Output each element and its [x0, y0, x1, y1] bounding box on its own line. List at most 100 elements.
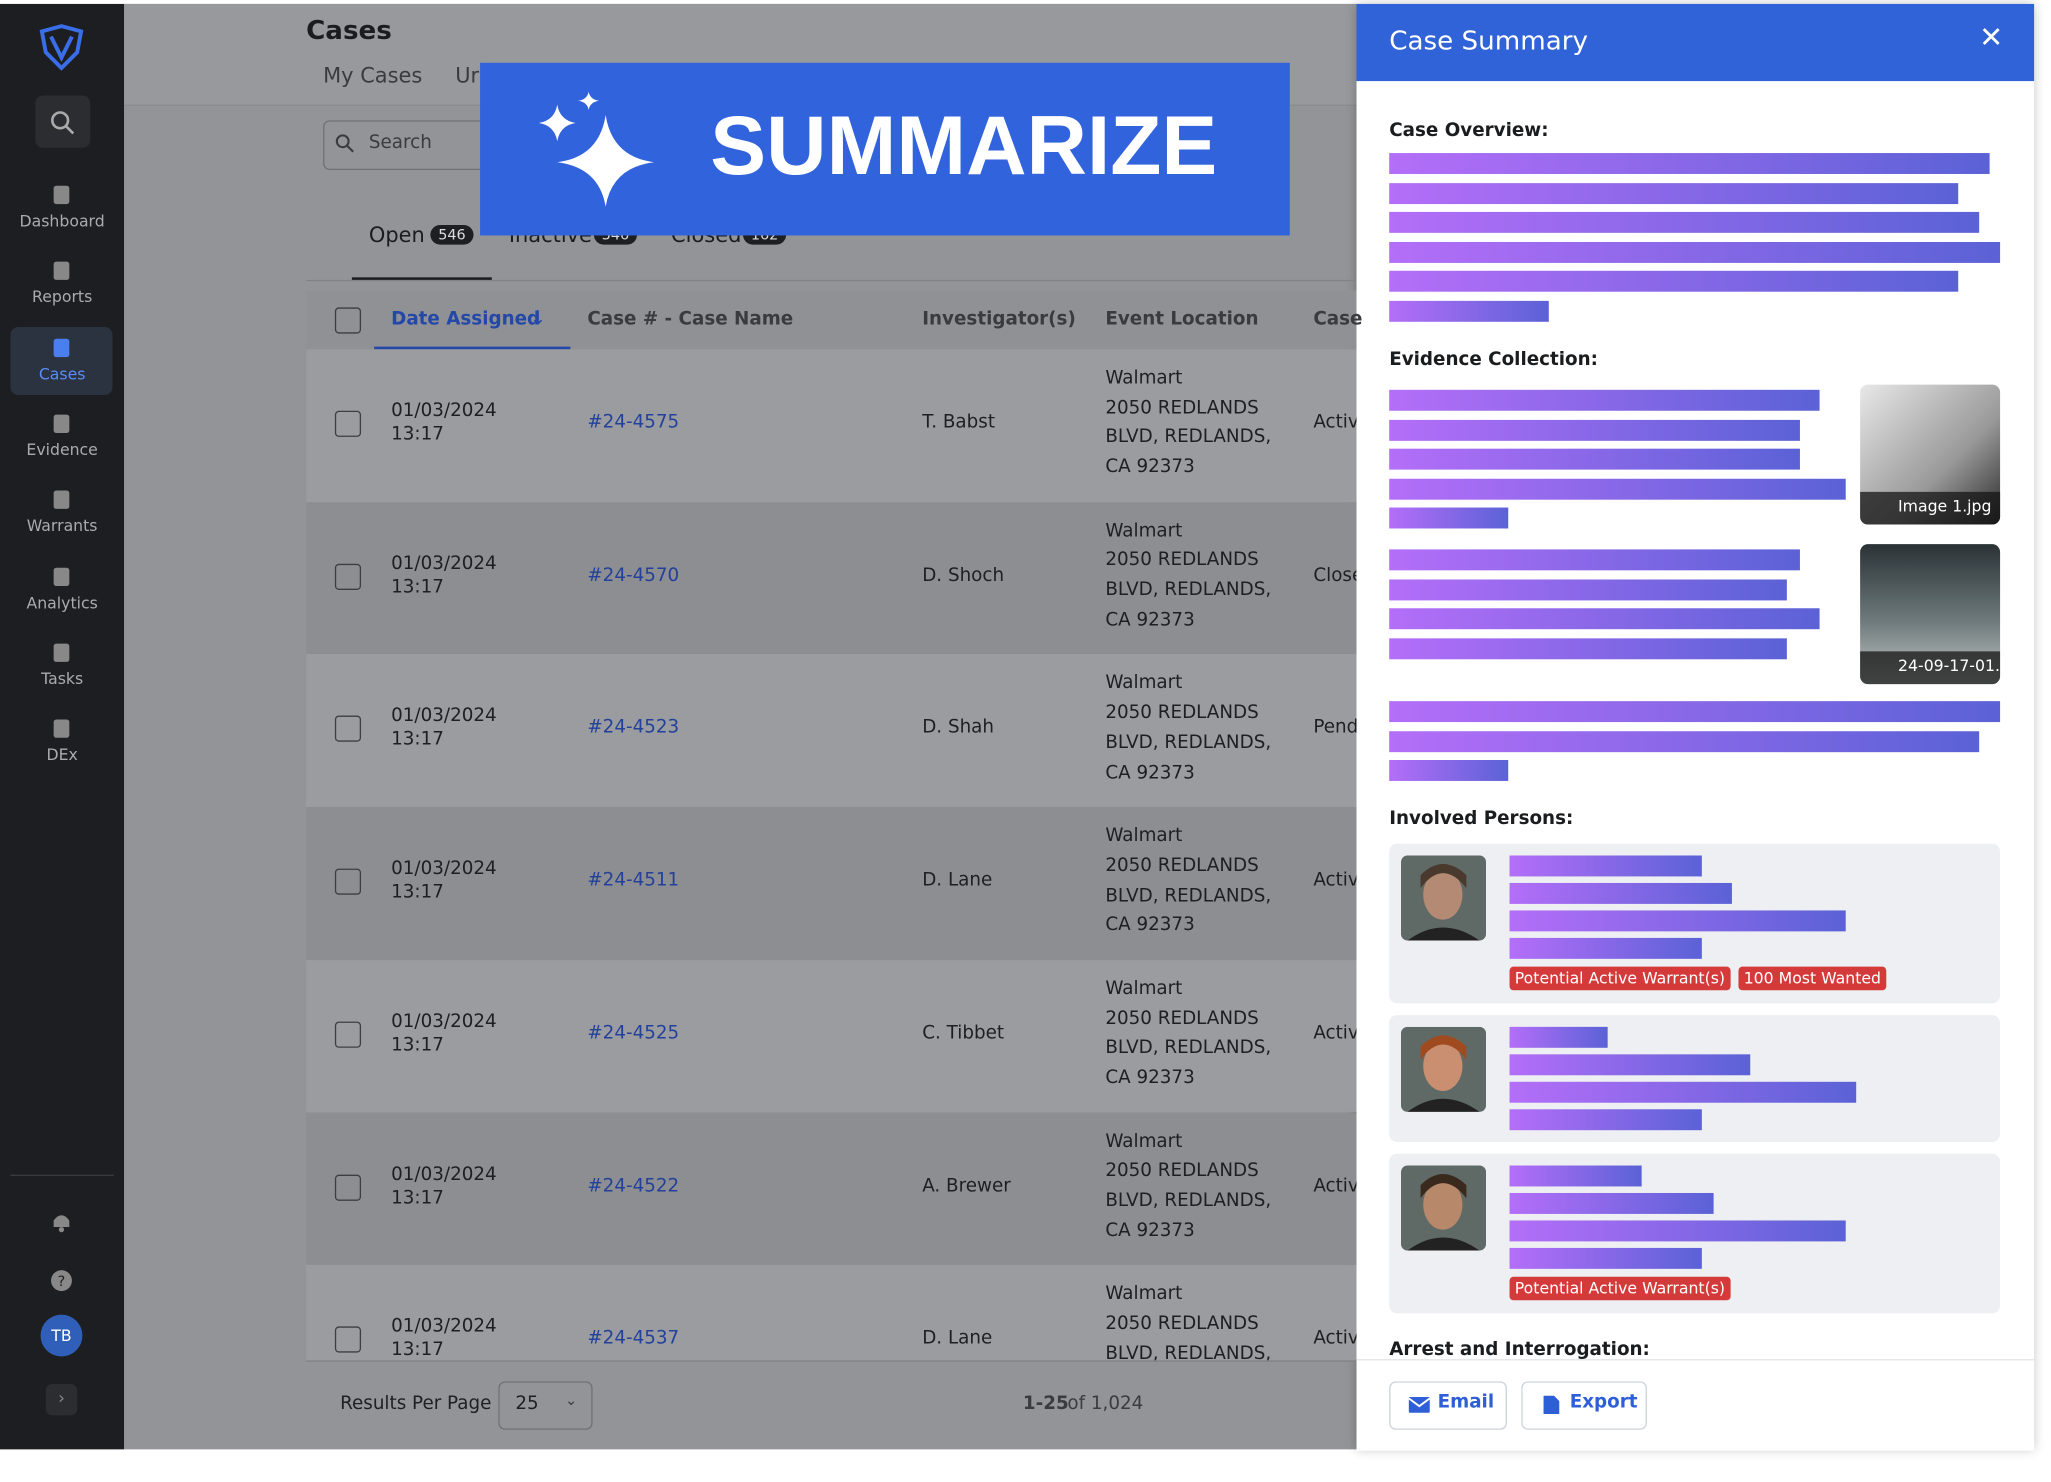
nav-icon-icon	[53, 185, 70, 205]
location-line: Walmart	[1105, 978, 1183, 1000]
nav-label[interactable]: Analytics	[26, 593, 98, 612]
location-line: Walmart	[1105, 672, 1183, 694]
case-link[interactable]: #24-4570	[587, 564, 680, 586]
sort-arrow: ↓	[529, 306, 547, 330]
button-icon	[1540, 1394, 1564, 1415]
bell	[50, 1210, 74, 1234]
text-bar	[1509, 882, 1732, 904]
case-link[interactable]: #24-4522	[587, 1175, 680, 1197]
text-bar	[1389, 730, 1980, 752]
nav-icon	[51, 184, 72, 205]
table-row	[306, 654, 1357, 808]
column-header[interactable]: Case	[1313, 308, 1363, 330]
expand-button[interactable]: ›	[45, 1383, 78, 1416]
location-line: Walmart	[1105, 1283, 1183, 1305]
header-tab[interactable]: Ur	[455, 62, 480, 88]
evidence-caption	[1860, 491, 2001, 525]
bell-icon	[53, 1215, 70, 1233]
status: Activ	[1313, 870, 1357, 891]
text-bar	[1389, 271, 1959, 293]
nav-label[interactable]: Tasks	[41, 669, 84, 688]
warrant-badge: 100 Most Wanted	[1738, 966, 1887, 991]
date: 01/03/2024	[391, 400, 497, 422]
row-checkbox[interactable]	[334, 868, 362, 895]
sparkle-icon	[538, 91, 655, 207]
close-button[interactable]: ✕	[1979, 22, 2004, 55]
column-header[interactable]: Date Assigned	[391, 308, 541, 330]
investigator: A. Brewer	[922, 1175, 1011, 1197]
text-bar	[1389, 578, 1787, 600]
text-bar	[1389, 182, 1959, 204]
nav-label[interactable]: Cases	[38, 364, 86, 383]
case-link[interactable]: #24-4511	[587, 870, 680, 891]
nav-label[interactable]: Reports	[32, 288, 93, 307]
case-link[interactable]: #24-4537	[587, 1327, 680, 1349]
location-line: 2050 REDLANDS	[1105, 1313, 1259, 1335]
header-checkbox[interactable]	[334, 307, 362, 334]
search-glyph	[335, 133, 356, 154]
panel-button[interactable]	[1521, 1381, 1647, 1430]
footer-divider	[306, 1360, 1357, 1362]
nav-icon-icon	[53, 338, 70, 357]
case-link[interactable]: #24-4525	[587, 1022, 680, 1044]
column-header[interactable]: Case # - Case Name	[587, 308, 794, 330]
person-photo-icon	[1400, 1165, 1487, 1251]
section-heading: Arrest and Interrogation:	[1389, 1339, 1650, 1361]
status-tab[interactable]: Open	[368, 222, 425, 248]
table-row	[306, 807, 1357, 960]
location-line: CA 92373	[1105, 914, 1195, 936]
time: 13:17	[391, 576, 444, 598]
panel-title: Case Summary	[1389, 24, 1588, 57]
divider	[10, 1174, 114, 1176]
column-header[interactable]: Event Location	[1105, 308, 1259, 330]
text-bar	[1389, 419, 1800, 441]
text-bar	[1389, 300, 1549, 322]
table-row	[306, 349, 1357, 502]
row-checkbox[interactable]	[334, 410, 362, 437]
nav-label[interactable]: Warrants	[26, 516, 98, 536]
logo-icon	[39, 24, 84, 71]
time: 13:17	[391, 1187, 444, 1209]
per-page-label: Results Per Page	[340, 1393, 492, 1415]
table-row	[306, 1265, 1357, 1361]
panel-button[interactable]	[1389, 1381, 1507, 1430]
location-line: Walmart	[1105, 367, 1183, 389]
search-placeholder: Search	[368, 132, 432, 154]
date: 01/03/2024	[391, 858, 497, 880]
nav-icon	[51, 337, 72, 358]
case-link[interactable]: #24-4523	[587, 717, 680, 739]
button-label[interactable]: Export	[1569, 1391, 1638, 1413]
date: 01/03/2024	[391, 1316, 497, 1338]
text-bar	[1509, 1109, 1702, 1131]
per-page-select[interactable]	[498, 1381, 593, 1430]
nav-label[interactable]: Dashboard	[19, 211, 105, 231]
date: 01/03/2024	[391, 552, 497, 574]
text-bar	[1389, 549, 1800, 571]
row-checkbox[interactable]	[334, 1326, 362, 1353]
location-line: Walmart	[1105, 825, 1183, 847]
button-label[interactable]: Email	[1437, 1391, 1495, 1413]
nav-icon	[51, 642, 72, 663]
evidence-name: Image 1.jpg	[1898, 497, 1992, 516]
column-header[interactable]: Investigator(s)	[922, 308, 1076, 330]
status-count: 546	[430, 224, 474, 245]
case-link[interactable]: #24-4575	[587, 412, 680, 433]
banner-text: SUMMARIZE	[710, 98, 1218, 193]
row-checkbox[interactable]	[334, 563, 362, 590]
investigator: D. Shoch	[922, 564, 1005, 586]
row-checkbox[interactable]	[334, 1174, 362, 1201]
panel-header	[1356, 3, 2035, 82]
investigator: D. Shah	[922, 717, 995, 739]
nav-label[interactable]: Evidence	[26, 440, 98, 460]
row-checkbox[interactable]	[334, 716, 362, 743]
text-bar	[1389, 701, 2001, 723]
header-tab[interactable]: My Cases	[323, 62, 423, 88]
sparkle	[534, 89, 660, 209]
avatar[interactable]: TB	[40, 1314, 83, 1357]
location-line: CA 92373	[1105, 456, 1195, 478]
search-button[interactable]	[35, 95, 91, 148]
person-photo-icon	[1400, 1026, 1487, 1112]
nav-label[interactable]: DEx	[46, 745, 78, 765]
row-checkbox[interactable]	[334, 1021, 362, 1048]
table-body: 01/03/2024 13:17 #24-4575 T. Babst Walmart 20…	[306, 349, 1357, 1361]
